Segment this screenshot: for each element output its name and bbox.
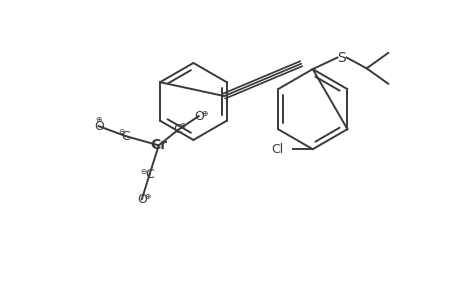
Text: C: C	[145, 168, 154, 181]
Text: Cr: Cr	[150, 138, 167, 152]
Text: S: S	[336, 51, 345, 64]
Text: ⊖: ⊖	[118, 127, 124, 136]
Text: C: C	[173, 123, 182, 136]
Text: ⊕: ⊕	[145, 192, 151, 201]
Text: ⊕: ⊕	[201, 109, 207, 118]
Text: O: O	[94, 120, 103, 133]
Text: O: O	[137, 193, 146, 206]
Text: ⊕: ⊕	[95, 116, 101, 124]
Text: Cl: Cl	[271, 143, 283, 156]
Text: ⊕: ⊕	[179, 121, 185, 130]
Text: C: C	[121, 130, 130, 142]
Text: O: O	[193, 110, 203, 123]
Text: ⊖: ⊖	[140, 167, 146, 176]
